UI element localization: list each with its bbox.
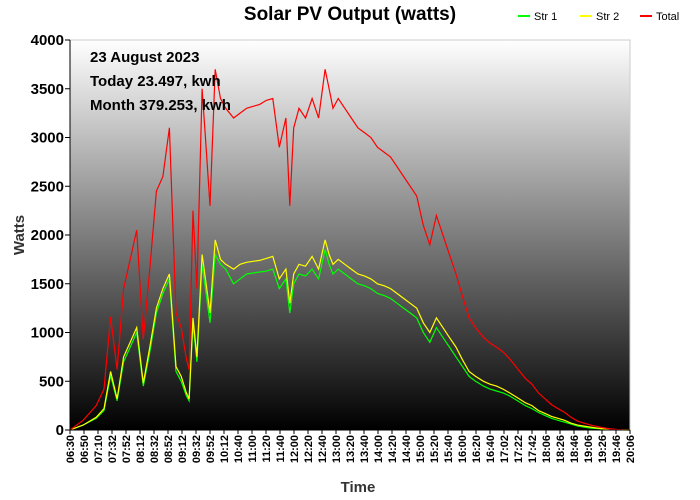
x-tick-label: 07:52	[121, 435, 133, 463]
x-tick-label: 12:00	[289, 435, 301, 463]
x-tick-label: 13:00	[331, 435, 343, 463]
y-tick-label: 0	[56, 422, 64, 439]
x-tick-label: 07:32	[107, 435, 119, 463]
x-tick-label: 14:40	[401, 435, 413, 463]
x-tick-label: 07:10	[93, 435, 105, 463]
series-layer	[69, 69, 631, 431]
x-tick-label: 13:20	[345, 435, 357, 463]
x-tick-label: 18:26	[555, 435, 567, 463]
legend: Str 1 Str 2 Total	[518, 11, 679, 23]
x-tick-label: 20:06	[625, 435, 637, 463]
x-tick-label: 11:20	[261, 435, 273, 463]
x-tick-label: 19:46	[611, 435, 623, 463]
chart-title: Solar PV Output (watts)	[244, 4, 456, 25]
x-tick-label: 08:52	[163, 435, 175, 463]
x-tick-label: 08:12	[135, 435, 147, 463]
y-tick-label: 2500	[31, 178, 64, 195]
x-tick-label: 17:22	[513, 435, 525, 463]
y-tick-label: 4000	[31, 32, 64, 49]
x-ticks: 06:30 06:50 07:10 07:32 07:52 08:12 08:32 08:52…	[65, 430, 637, 463]
series-line-total	[69, 69, 631, 431]
x-tick-label: 09:52	[205, 435, 217, 463]
annotation-today: Today 23.497, kwh	[90, 73, 221, 90]
x-tick-label: 16:40	[485, 435, 497, 463]
y-tick-label: 2000	[31, 227, 64, 244]
x-tick-label: 19:06	[583, 435, 595, 463]
y-ticks: 0 500 1000 1500 2000 2500 3000 3500 4000	[31, 32, 70, 439]
y-tick-label: 3000	[31, 130, 64, 147]
x-tick-label: 11:40	[275, 435, 287, 463]
y-tick-label: 1000	[31, 325, 64, 342]
y-tick-label: 500	[39, 373, 64, 390]
x-tick-label: 18:06	[541, 435, 553, 463]
x-tick-label: 08:32	[149, 435, 161, 463]
x-tick-label: 10:40	[233, 435, 245, 463]
x-tick-label: 18:46	[569, 435, 581, 463]
y-tick-label: 1500	[31, 276, 64, 293]
x-tick-label: 16:00	[457, 435, 469, 463]
x-tick-label: 14:20	[387, 435, 399, 463]
x-tick-label: 11:00	[247, 435, 259, 463]
annotation-date: 23 August 2023	[90, 49, 200, 66]
x-tick-label: 17:42	[527, 435, 539, 463]
legend-label: Total	[656, 11, 679, 23]
y-tick-label: 3500	[31, 81, 64, 98]
legend-label: Str 1	[534, 11, 557, 23]
plot-area	[69, 39, 631, 431]
annotation-month: Month 379.253, kwh	[90, 97, 231, 114]
x-tick-label: 14:00	[373, 435, 385, 463]
series-line-str-2	[69, 239, 631, 431]
x-axis-label: Time	[341, 479, 376, 496]
x-tick-label: 06:30	[65, 435, 77, 463]
x-tick-label: 15:00	[415, 435, 427, 463]
x-tick-label: 15:40	[443, 435, 455, 463]
x-tick-label: 12:40	[317, 435, 329, 463]
x-tick-label: 19:26	[597, 435, 609, 463]
x-tick-label: 15:20	[429, 435, 441, 463]
series-line-str-1	[69, 249, 631, 431]
x-tick-label: 09:12	[177, 435, 189, 463]
x-tick-label: 06:50	[79, 435, 91, 463]
x-tick-label: 12:20	[303, 435, 315, 463]
x-tick-label: 13:40	[359, 435, 371, 463]
x-tick-label: 09:32	[191, 435, 203, 463]
y-axis-label: Watts	[11, 215, 28, 255]
x-tick-label: 16:20	[471, 435, 483, 463]
x-tick-label: 17:02	[499, 435, 511, 463]
legend-label: Str 2	[596, 11, 619, 23]
x-tick-label: 10:12	[219, 435, 231, 463]
